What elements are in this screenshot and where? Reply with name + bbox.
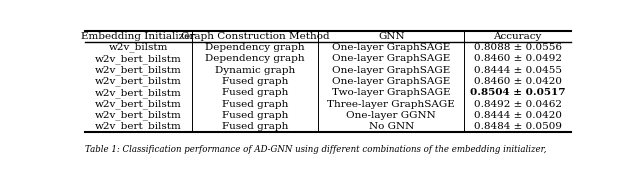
Text: One-layer GraphSAGE: One-layer GraphSAGE: [332, 43, 451, 52]
Text: w2v_bert_bilstm: w2v_bert_bilstm: [95, 88, 182, 98]
Text: Table 1: Classification performance of AD-GNN using different combinations of th: Table 1: Classification performance of A…: [85, 145, 547, 154]
Text: w2v_bert_bilstm: w2v_bert_bilstm: [95, 122, 182, 131]
Text: w2v_bert_bilstm: w2v_bert_bilstm: [95, 111, 182, 120]
Text: One-layer GraphSAGE: One-layer GraphSAGE: [332, 77, 451, 86]
Text: One-layer GraphSAGE: One-layer GraphSAGE: [332, 54, 451, 63]
Text: Dependency graph: Dependency graph: [205, 43, 305, 52]
Text: 0.8484 ± 0.0509: 0.8484 ± 0.0509: [474, 122, 561, 131]
Text: 0.8460 ± 0.0420: 0.8460 ± 0.0420: [474, 77, 561, 86]
Text: Fused graph: Fused graph: [222, 122, 288, 131]
Text: Dynamic graph: Dynamic graph: [215, 66, 295, 75]
Text: w2v_bert_bilstm: w2v_bert_bilstm: [95, 77, 182, 86]
Text: Fused graph: Fused graph: [222, 88, 288, 97]
Text: One-layer GGNN: One-layer GGNN: [346, 111, 436, 120]
Text: Two-layer GraphSAGE: Two-layer GraphSAGE: [332, 88, 451, 97]
Text: 0.8460 ± 0.0492: 0.8460 ± 0.0492: [474, 54, 561, 63]
Text: Embedding Initializer: Embedding Initializer: [81, 32, 196, 41]
Text: Graph Construction Method: Graph Construction Method: [180, 32, 330, 41]
Text: w2v_bert_bilstm: w2v_bert_bilstm: [95, 65, 182, 75]
Text: Fused graph: Fused graph: [222, 111, 288, 120]
Text: No GNN: No GNN: [369, 122, 414, 131]
Text: w2v_bert_bilstm: w2v_bert_bilstm: [95, 54, 182, 64]
Text: 0.8444 ± 0.0420: 0.8444 ± 0.0420: [474, 111, 561, 120]
Text: Fused graph: Fused graph: [222, 99, 288, 109]
Text: GNN: GNN: [378, 32, 404, 41]
Text: Accuracy: Accuracy: [493, 32, 541, 41]
Text: w2v_bilstm: w2v_bilstm: [109, 43, 168, 52]
Text: Three-layer GraphSAGE: Three-layer GraphSAGE: [327, 99, 455, 109]
Text: w2v_bert_bilstm: w2v_bert_bilstm: [95, 99, 182, 109]
Text: 0.8504 ± 0.0517: 0.8504 ± 0.0517: [470, 88, 565, 97]
Text: 0.8444 ± 0.0455: 0.8444 ± 0.0455: [474, 66, 561, 75]
Text: 0.8088 ± 0.0556: 0.8088 ± 0.0556: [474, 43, 561, 52]
Text: One-layer GraphSAGE: One-layer GraphSAGE: [332, 66, 451, 75]
Text: Fused graph: Fused graph: [222, 77, 288, 86]
Text: 0.8492 ± 0.0462: 0.8492 ± 0.0462: [474, 99, 561, 109]
Text: Dependency graph: Dependency graph: [205, 54, 305, 63]
